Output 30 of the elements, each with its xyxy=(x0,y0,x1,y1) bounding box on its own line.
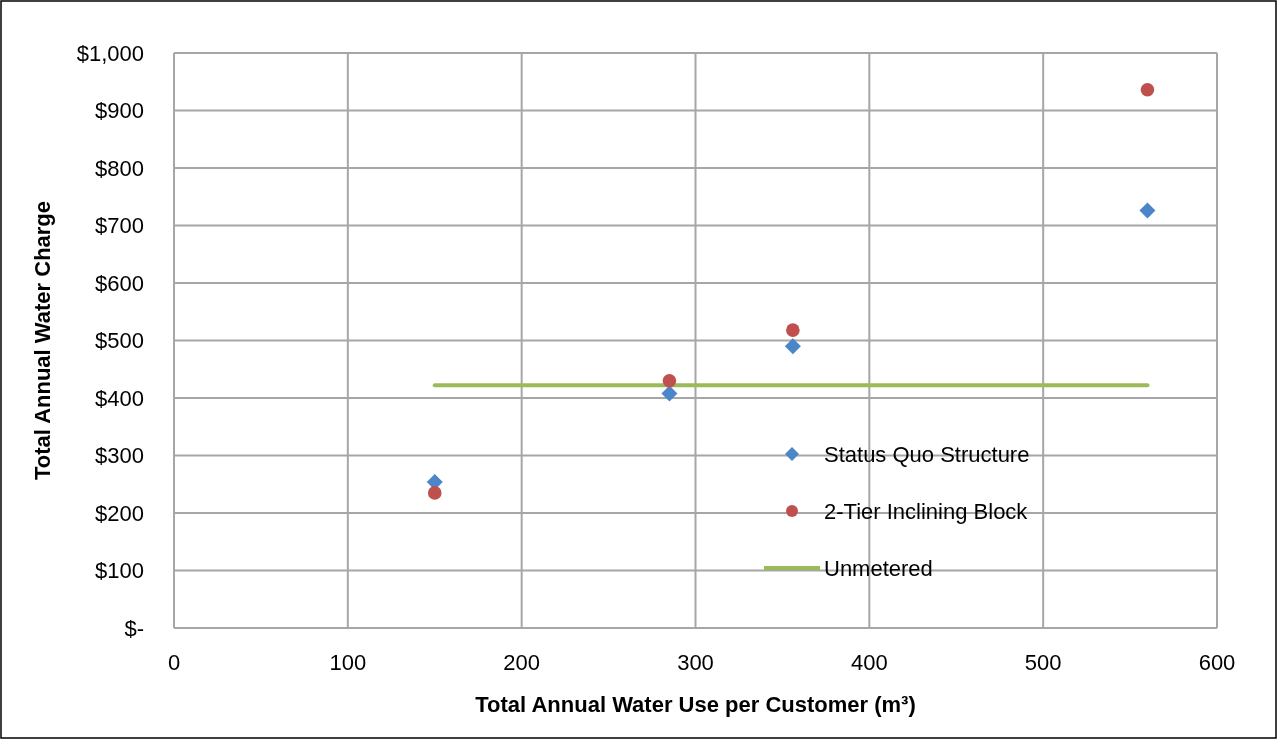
x-tick-label: 0 xyxy=(167,650,181,675)
legend-label: Unmetered xyxy=(824,555,933,581)
y-tick-label: $500 xyxy=(95,328,144,354)
x-tick-label: 500 xyxy=(1024,650,1062,675)
point xyxy=(1139,202,1156,219)
y-tick-label: $200 xyxy=(95,500,144,526)
x-tick-label: 100 xyxy=(329,650,367,675)
y-tick-label: $600 xyxy=(95,270,144,296)
point xyxy=(784,338,801,355)
point xyxy=(786,323,800,337)
x-tick-label: 200 xyxy=(503,650,541,675)
x-tick-label: 400 xyxy=(850,650,888,675)
y-tick-label: $700 xyxy=(95,213,144,239)
y-tick-label: $1,000 xyxy=(76,40,144,66)
x-tick-label: 300 xyxy=(677,650,714,675)
point xyxy=(662,373,677,388)
point xyxy=(427,486,442,500)
y-tick-label: $800 xyxy=(95,155,144,181)
legend-label: 2-Tier Inclining Block xyxy=(824,498,1029,524)
y-tick-label: $100 xyxy=(95,558,144,584)
x-tick-label: 600 xyxy=(1198,650,1236,675)
y-tick-label: $- xyxy=(124,615,144,641)
point xyxy=(661,385,678,402)
y-tick-label: $900 xyxy=(95,98,144,124)
y-tick-label: $400 xyxy=(95,385,144,411)
legend-label: Status Quo Structure xyxy=(824,441,1030,467)
point xyxy=(1140,83,1155,97)
y-tick-label: $300 xyxy=(95,443,144,469)
y-axis-title: Total Annual Water Charge xyxy=(30,200,55,481)
x-axis-title: Total Annual Water Use per Customer (m³) xyxy=(475,692,916,717)
